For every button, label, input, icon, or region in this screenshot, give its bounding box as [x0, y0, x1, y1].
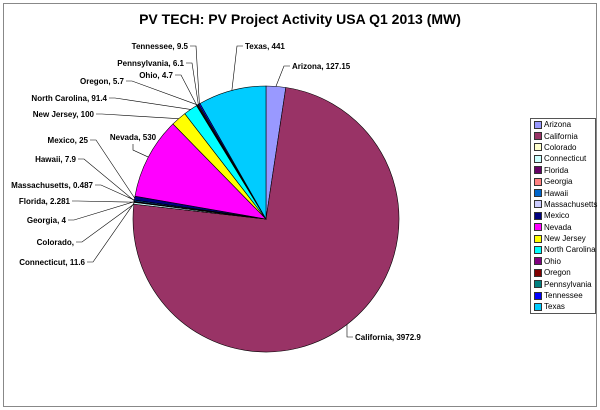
legend-label: Tennessee — [544, 291, 583, 301]
leader-line — [346, 324, 353, 338]
data-label: Florida, 2.281 — [19, 197, 71, 206]
legend-swatch — [534, 280, 542, 289]
legend-swatch — [534, 200, 542, 209]
legend-swatch — [534, 120, 542, 129]
leader-line — [190, 45, 200, 104]
legend-item: North Carolina — [531, 244, 596, 255]
legend-label: Connecticut — [544, 154, 587, 164]
legend-swatch — [534, 291, 542, 300]
data-label: Tennessee, 9.5 — [132, 42, 189, 51]
legend-item: Georgia — [531, 176, 595, 187]
data-label: California, 3972.9 — [355, 333, 421, 342]
legend-swatch — [534, 245, 542, 254]
legend-label: Mexico — [544, 211, 570, 221]
data-label: Nevada, 530 — [110, 133, 157, 142]
data-label: New Jersey, 100 — [33, 110, 95, 119]
legend-label: Texas — [544, 302, 565, 312]
data-label: Hawaii, 7.9 — [35, 155, 76, 164]
legend-swatch — [534, 132, 542, 141]
legend-item: Hawaii — [531, 187, 595, 198]
leader-line — [175, 74, 198, 106]
legend-label: Nevada — [544, 222, 572, 232]
legend-item: Oregon — [531, 267, 595, 278]
legend: Arizona California Colorado Connecticut Flor… — [530, 118, 598, 314]
legend-item: Connecticut — [531, 153, 595, 164]
data-label: Connecticut, 11.6 — [19, 258, 85, 267]
legend-label: Pennsylvania — [544, 279, 592, 289]
leader-line — [231, 45, 243, 91]
legend-label: New Jersey — [544, 234, 586, 244]
legend-swatch — [534, 234, 542, 243]
data-label: Mexico, 25 — [48, 136, 89, 145]
leader-line — [109, 97, 191, 110]
legend-swatch — [534, 223, 542, 232]
leader-line — [78, 158, 135, 201]
leader-line — [87, 203, 135, 263]
legend-label: Massachusetts — [544, 199, 598, 209]
legend-label: North Carolina — [544, 245, 596, 255]
data-label: North Carolina, 91.4 — [31, 94, 107, 103]
legend-item: Nevada — [531, 222, 595, 233]
legend-item: Massachusetts — [531, 199, 598, 210]
legend-label: Arizona — [544, 120, 572, 130]
leader-line — [72, 200, 135, 203]
legend-item: Arizona — [531, 119, 595, 130]
leader-line — [96, 113, 179, 119]
data-label: Texas, 441 — [245, 42, 285, 51]
data-label: Colorado, — [37, 238, 74, 247]
pie-slice-texas — [199, 85, 267, 221]
leader-line — [275, 65, 290, 87]
legend-swatch — [534, 166, 542, 175]
data-label: Massachusetts, 0.487 — [11, 181, 93, 190]
legend-item: Florida — [531, 165, 595, 176]
legend-swatch — [534, 268, 542, 277]
leader-line — [186, 62, 199, 105]
legend-swatch — [534, 302, 542, 311]
pie-slice-nevada — [134, 123, 267, 220]
data-label: Ohio, 4.7 — [139, 71, 173, 80]
legend-label: Florida — [544, 165, 569, 175]
legend-label: Ohio — [544, 256, 561, 266]
legend-swatch — [534, 143, 542, 152]
legend-item: California — [531, 130, 595, 141]
legend-item: Tennessee — [531, 290, 595, 301]
leader-line — [68, 201, 135, 221]
data-label: Pennsylvania, 6.1 — [117, 59, 184, 68]
pie-slice-california — [132, 87, 400, 353]
legend-swatch — [534, 211, 542, 220]
legend-item: Ohio — [531, 256, 595, 267]
legend-label: California — [544, 131, 578, 141]
data-label: Georgia, 4 — [27, 216, 67, 225]
data-label: Arizona, 127.15 — [292, 62, 351, 71]
legend-label: Hawaii — [544, 188, 569, 198]
legend-label: Georgia — [544, 177, 573, 187]
legend-label: Colorado — [544, 142, 577, 152]
legend-item: Texas — [531, 301, 595, 312]
data-label: Oregon, 5.7 — [80, 77, 125, 86]
leader-line — [90, 139, 135, 199]
leader-line — [126, 80, 198, 106]
leader-line — [95, 184, 135, 201]
legend-item: New Jersey — [531, 233, 595, 244]
legend-item: Pennsylvania — [531, 278, 595, 289]
legend-item: Colorado — [531, 142, 595, 153]
legend-item: Mexico — [531, 210, 595, 221]
chart-frame — [3, 3, 597, 407]
legend-swatch — [534, 177, 542, 186]
chart-title: PV TECH: PV Project Activity USA Q1 2013… — [139, 11, 461, 27]
leader-line — [76, 203, 135, 243]
legend-swatch — [534, 189, 542, 198]
leader-line — [132, 144, 149, 158]
legend-swatch — [534, 257, 542, 266]
legend-swatch — [534, 154, 542, 163]
legend-label: Oregon — [544, 268, 571, 278]
